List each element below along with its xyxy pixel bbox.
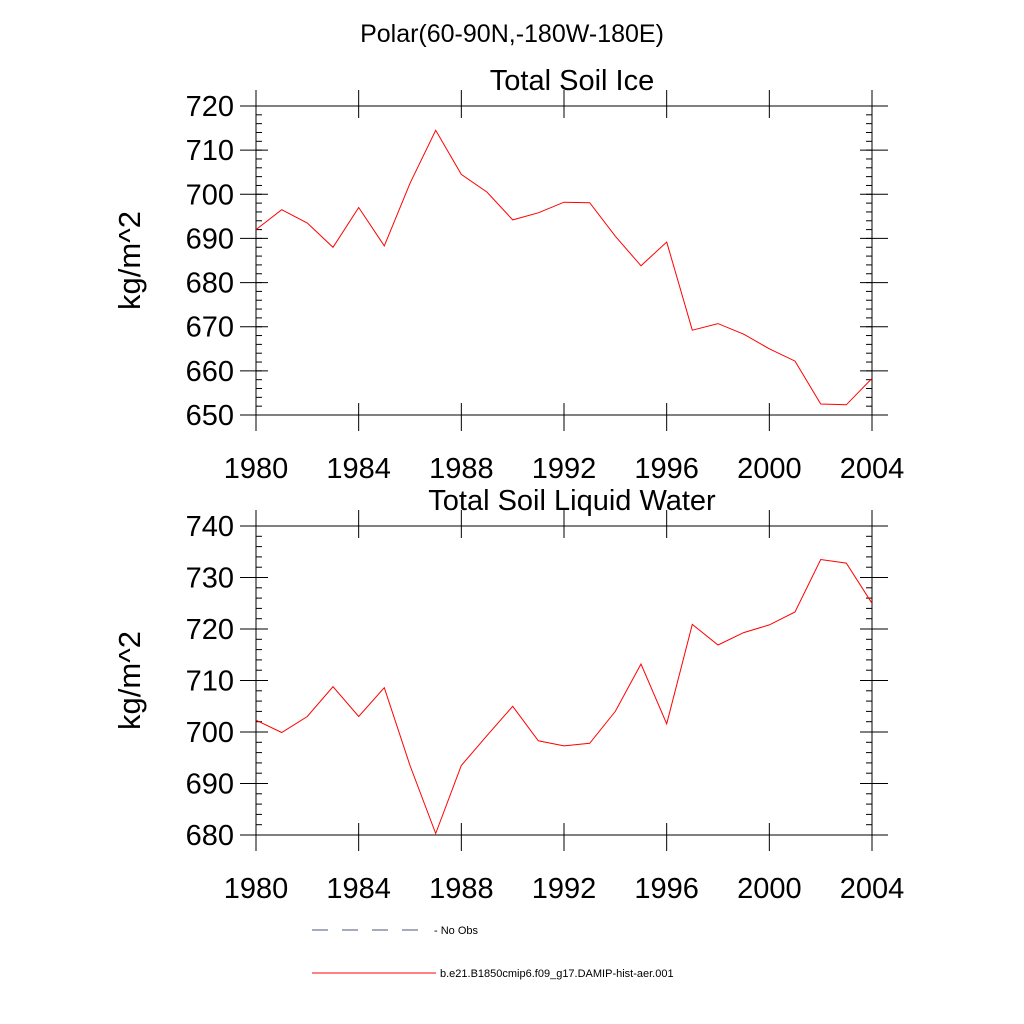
chart-panel-soil-ice: Total Soil Ice 650 660 670 680 690 700 710 720 19… (112, 65, 904, 485)
x-tick-label: 1984 (326, 453, 391, 485)
figure-suptitle: Polar(60-90N,-180W-180E) (360, 20, 664, 48)
series-line-soil-liquid-water (255, 558, 873, 835)
y-tick-label: 660 (186, 356, 234, 388)
legend-label-model: b.e21.B1850cmip6.f09_g17.DAMIP-hist-aer.… (440, 968, 674, 980)
x-tick-label: 2004 (840, 453, 905, 485)
x-tick-label: 2000 (737, 873, 802, 905)
y-tick-label: 690 (186, 223, 234, 255)
legend-label-no-obs: - No Obs (434, 925, 479, 937)
y-tick-label: 650 (186, 400, 234, 432)
legend: - No Obs b.e21.B1850cmip6.f09_g17.DAMIP-… (312, 925, 674, 980)
y-tick-label: 730 (186, 563, 234, 595)
x-tick-label: 1992 (532, 873, 597, 905)
plot-frame (255, 105, 873, 416)
y-tick-label: 710 (186, 666, 234, 698)
x-tick-label: 1996 (634, 873, 699, 905)
x-tick-label: 1988 (429, 873, 494, 905)
chart-panel-soil-liquid-water: Total Soil Liquid Water 680 690 700 710 720 73… (112, 485, 904, 905)
series-line-soil-ice (255, 129, 873, 406)
chart-title-soil-liquid-water: Total Soil Liquid Water (428, 485, 716, 517)
chart-title-soil-ice: Total Soil Ice (490, 65, 654, 97)
y-tick-label: 680 (186, 820, 234, 852)
y-tick-label: 720 (186, 91, 234, 123)
y-tick-label: 710 (186, 135, 234, 167)
plot-frame (255, 525, 873, 836)
y-tick-label: 700 (186, 717, 234, 749)
y-tick-label: 700 (186, 179, 234, 211)
x-tick-label: 1988 (429, 453, 494, 485)
x-tick-label: 1992 (532, 453, 597, 485)
x-tick-label: 1980 (224, 873, 289, 905)
x-tick-label: 2004 (840, 873, 905, 905)
x-tick-label: 1996 (634, 453, 699, 485)
y-tick-label: 670 (186, 312, 234, 344)
y-axis-label-soil-ice: kg/m^2 (112, 211, 147, 310)
y-tick-label: 720 (186, 614, 234, 646)
y-tick-label: 740 (186, 511, 234, 543)
x-tick-label: 2000 (737, 453, 802, 485)
x-tick-label: 1984 (326, 873, 391, 905)
y-tick-label: 680 (186, 268, 234, 300)
y-tick-label: 690 (186, 769, 234, 801)
x-tick-label: 1980 (224, 453, 289, 485)
y-axis-label-soil-liquid-water: kg/m^2 (112, 631, 147, 730)
